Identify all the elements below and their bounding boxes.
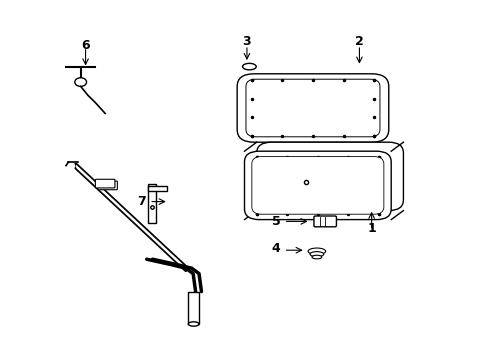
FancyBboxPatch shape [244, 151, 390, 220]
Text: 3: 3 [242, 35, 251, 48]
FancyBboxPatch shape [256, 142, 403, 211]
Polygon shape [76, 164, 185, 271]
Text: 1: 1 [366, 222, 375, 235]
FancyBboxPatch shape [245, 79, 379, 137]
FancyBboxPatch shape [188, 292, 199, 324]
Text: 4: 4 [271, 242, 280, 255]
Ellipse shape [188, 322, 199, 326]
Text: 5: 5 [271, 215, 280, 228]
FancyBboxPatch shape [147, 184, 156, 223]
FancyBboxPatch shape [98, 181, 117, 190]
Text: 2: 2 [354, 35, 363, 48]
Ellipse shape [307, 248, 325, 255]
Ellipse shape [242, 63, 256, 70]
FancyBboxPatch shape [237, 74, 388, 142]
Text: 7: 7 [137, 195, 146, 208]
Ellipse shape [311, 255, 321, 259]
Circle shape [75, 78, 86, 86]
FancyBboxPatch shape [147, 186, 167, 191]
FancyBboxPatch shape [313, 216, 336, 227]
FancyBboxPatch shape [251, 157, 383, 214]
Ellipse shape [309, 252, 323, 257]
Text: 6: 6 [81, 39, 90, 51]
FancyBboxPatch shape [95, 179, 115, 188]
